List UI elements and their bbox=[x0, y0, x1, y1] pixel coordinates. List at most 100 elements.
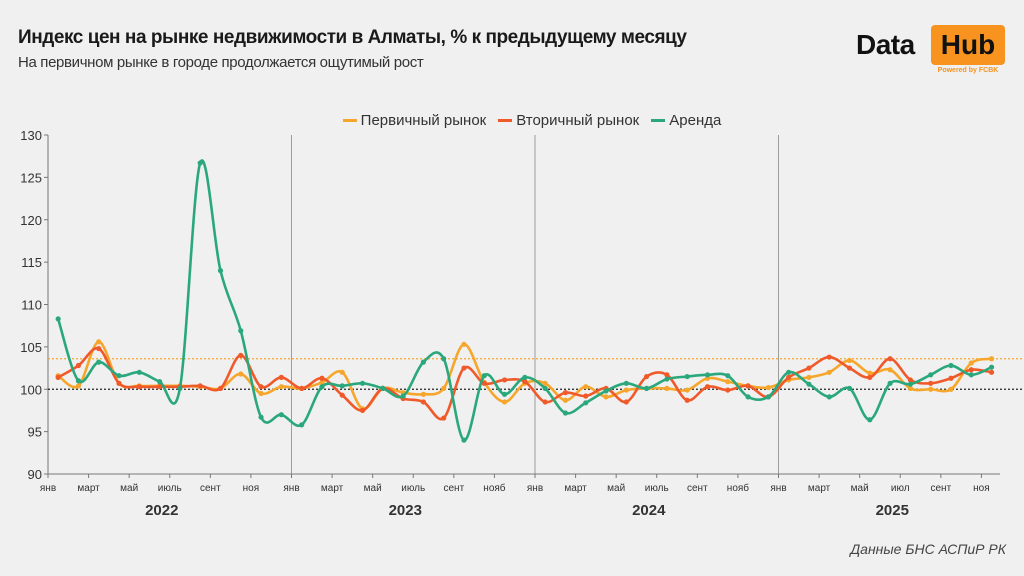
series-secondary-market-point bbox=[623, 399, 629, 405]
y-tick-label: 120 bbox=[20, 213, 42, 228]
series-secondary-market-point bbox=[420, 399, 426, 405]
series-primary-market-point bbox=[664, 385, 670, 392]
series-rent-point bbox=[481, 373, 487, 379]
x-tick-label: июль bbox=[645, 483, 669, 494]
series-secondary-market-point bbox=[481, 380, 487, 386]
series-rent-point bbox=[157, 379, 163, 385]
series-rent-point bbox=[177, 385, 183, 392]
y-tick-label: 130 bbox=[20, 128, 42, 143]
series-rent-point bbox=[55, 316, 61, 322]
x-tick-label: сент bbox=[930, 483, 951, 494]
series-secondary-market-point bbox=[867, 374, 873, 380]
series-primary-market-point bbox=[968, 360, 974, 366]
series-secondary-market-point bbox=[968, 367, 974, 373]
series-secondary-market-point bbox=[55, 374, 61, 380]
series-rent-point bbox=[583, 400, 589, 406]
x-tick-label: июл bbox=[891, 483, 910, 494]
datahub-logo: Data Hub Powered by FCBK bbox=[856, 25, 1016, 77]
series-rent-point bbox=[197, 160, 203, 166]
series-rent-point bbox=[278, 412, 284, 418]
series-secondary-market-point bbox=[583, 393, 589, 399]
series-primary-market-point bbox=[907, 385, 913, 392]
series-primary-market-point bbox=[623, 387, 629, 393]
legend: Первичный рынок Вторичный рынок Аренда bbox=[0, 112, 1024, 129]
chart-title: Индекс цен на рынке недвижимости в Алмат… bbox=[18, 27, 687, 48]
series-rent-point bbox=[136, 369, 142, 375]
series-rent-point bbox=[786, 369, 792, 375]
series-rent-point bbox=[217, 268, 224, 274]
series-primary-market-point bbox=[684, 387, 690, 393]
series-rent-point bbox=[339, 383, 345, 389]
legend-swatch bbox=[498, 119, 513, 122]
series-secondary-market-point bbox=[339, 392, 345, 398]
logo-word-hub: Hub bbox=[931, 25, 1005, 65]
series-rent-point bbox=[846, 385, 853, 392]
series-secondary-market-point bbox=[725, 387, 731, 393]
series-rent-point bbox=[501, 391, 508, 397]
series-secondary-market-point bbox=[928, 380, 934, 386]
legend-item-rent: Аренда bbox=[651, 112, 721, 129]
x-tick-label: сент bbox=[200, 483, 221, 494]
x-tick-label: сент bbox=[443, 483, 464, 494]
series-rent-point bbox=[75, 378, 82, 384]
series-secondary-market-point bbox=[644, 373, 650, 380]
series-primary-market-point bbox=[603, 394, 609, 400]
x-tick-label: май bbox=[120, 483, 138, 494]
x-tick-label: ноя bbox=[973, 483, 990, 494]
x-tick-label: янв bbox=[770, 483, 786, 494]
x-tick-label: июль bbox=[401, 483, 425, 494]
x-tick-label: июль bbox=[158, 483, 182, 494]
series-secondary-market-point bbox=[562, 390, 569, 396]
series-primary-market-point bbox=[542, 380, 548, 386]
x-tick-label: сент bbox=[687, 483, 708, 494]
year-label: 2025 bbox=[876, 502, 909, 519]
series-rent-point bbox=[461, 437, 467, 443]
series-primary-market-point bbox=[826, 369, 832, 375]
series-secondary-market-point bbox=[887, 356, 893, 362]
legend-item-primary: Первичный рынок bbox=[342, 112, 486, 129]
series-primary-market-point bbox=[867, 370, 873, 376]
series-rent-point bbox=[664, 376, 670, 382]
series-rent-point bbox=[441, 356, 447, 362]
series-rent-point bbox=[380, 385, 386, 392]
series-secondary-market-point bbox=[786, 374, 792, 380]
series-primary-market-point bbox=[75, 383, 82, 389]
series-rent-point bbox=[826, 394, 832, 400]
series-rent-point bbox=[948, 362, 954, 369]
x-tick-label: янв bbox=[283, 483, 299, 494]
series-rent-point bbox=[907, 381, 913, 387]
series-secondary-market-point bbox=[136, 384, 142, 390]
year-label: 2022 bbox=[145, 502, 178, 519]
series-rent-point bbox=[968, 372, 974, 378]
series-rent-point bbox=[928, 372, 934, 378]
series-rent-point bbox=[644, 385, 650, 392]
source-note: Данные БНС АСПиР РК bbox=[850, 541, 1006, 557]
series-secondary-market-point bbox=[278, 374, 284, 380]
series-secondary-market-point bbox=[522, 379, 528, 385]
series-secondary-market-point bbox=[846, 365, 853, 371]
series-secondary-market-point bbox=[948, 375, 954, 381]
x-tick-label: май bbox=[851, 483, 869, 494]
series-rent-point bbox=[684, 373, 690, 380]
x-tick-label: нояб bbox=[483, 482, 505, 494]
x-tick-label: нояб bbox=[727, 482, 749, 494]
y-tick-label: 105 bbox=[20, 340, 42, 355]
series-secondary-market-point bbox=[441, 415, 447, 421]
x-tick-label: ноя bbox=[243, 483, 260, 494]
series-primary-market-point bbox=[238, 371, 244, 377]
year-label: 2024 bbox=[632, 502, 666, 519]
x-tick-label: март bbox=[808, 483, 831, 494]
series-rent-point bbox=[806, 381, 812, 387]
series-secondary-market-point bbox=[542, 399, 548, 405]
x-tick-label: янв bbox=[527, 483, 543, 494]
series-primary-market-point bbox=[461, 341, 467, 347]
legend-label: Аренда bbox=[669, 112, 722, 129]
x-tick-label: март bbox=[77, 483, 100, 494]
series-secondary-market-point bbox=[745, 383, 751, 389]
series-rent-point bbox=[704, 372, 711, 378]
series-rent-line bbox=[56, 159, 993, 442]
series-primary-market-point bbox=[887, 367, 893, 373]
series-secondary-market-point bbox=[501, 377, 508, 383]
series-rent-point bbox=[319, 384, 325, 390]
